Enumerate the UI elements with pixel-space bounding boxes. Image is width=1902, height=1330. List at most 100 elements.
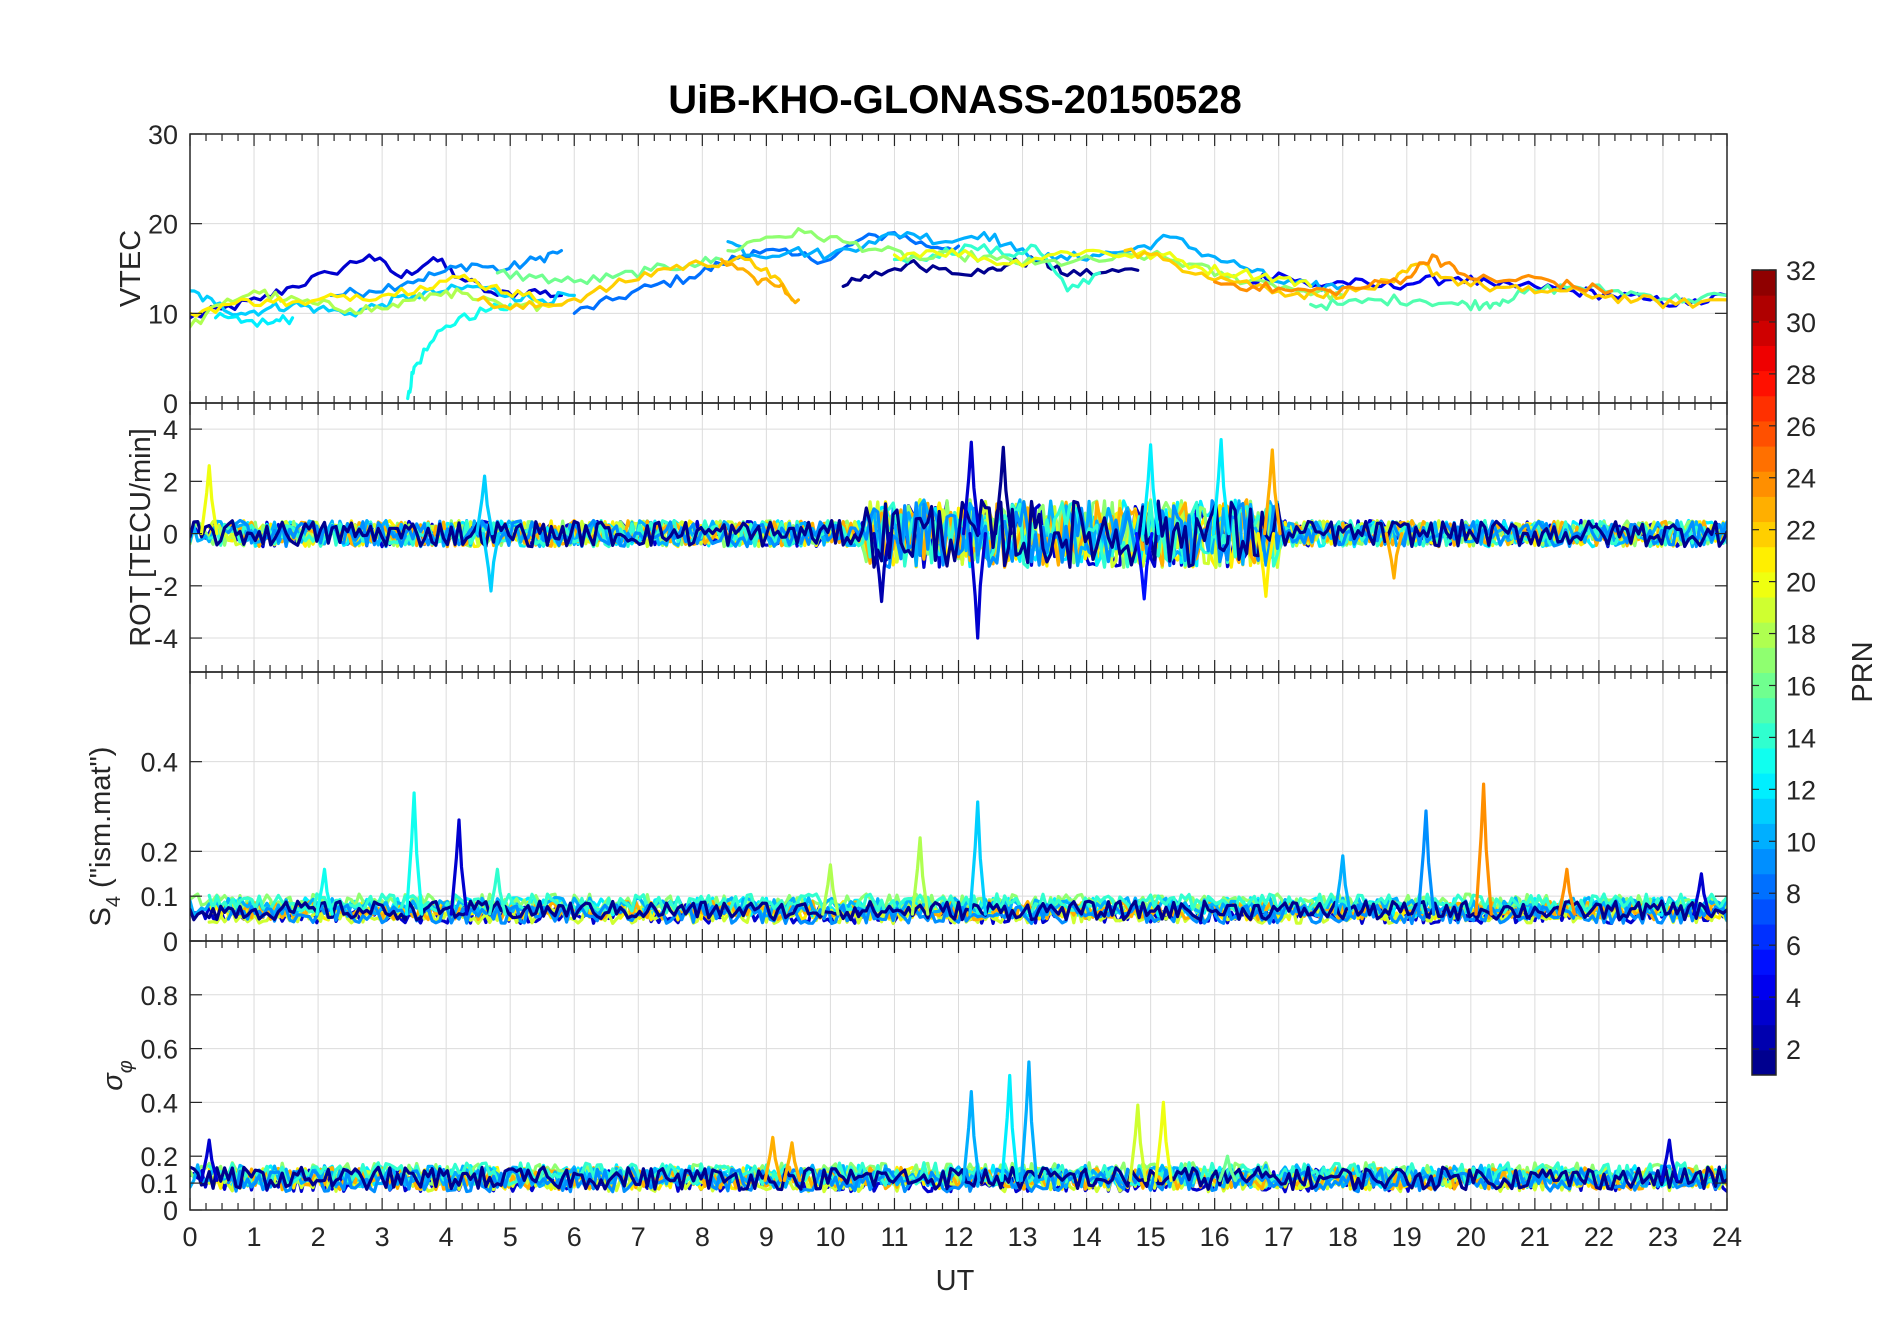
x-tick-label: 17	[1264, 1222, 1294, 1252]
y-axis-label-s: S	[85, 907, 117, 926]
spike-prn-23	[782, 1141, 802, 1182]
colorbar-segment	[1752, 521, 1776, 548]
spike-prn-18	[910, 836, 930, 916]
colorbar-tick-label: 22	[1786, 516, 1816, 546]
y-tick-label: 0.1	[140, 882, 178, 912]
y-axis-label: ROT [TECU/min]	[125, 428, 157, 647]
colorbar-tick-label: 20	[1786, 568, 1816, 598]
spike-prn-3	[968, 532, 987, 640]
x-tick-label: 6	[567, 1222, 582, 1252]
noise-trace-prn-1	[190, 1165, 1727, 1192]
series-line-prn-20	[892, 248, 1313, 288]
series-group	[190, 227, 1727, 401]
series-line-prn-3	[190, 253, 563, 320]
y-axis-label-sub: 4	[103, 896, 125, 907]
y-tick-label: 10	[148, 299, 178, 329]
spike-prn-5	[1134, 532, 1154, 601]
series-line-prn-1	[841, 255, 1140, 288]
y-tick-label: 0.4	[140, 748, 178, 778]
colorbar-segment	[1752, 722, 1776, 749]
y-tick-label: 0	[163, 389, 178, 419]
series-line-prn-12	[214, 311, 295, 328]
colorbar-segment	[1752, 546, 1776, 573]
colorbar-segment	[1752, 320, 1776, 346]
x-axis-label: UT	[936, 1265, 975, 1297]
y-axis-label-rest: ("ism.mat")	[85, 747, 117, 896]
y-axis-label: σφ	[97, 1060, 137, 1091]
spike-prn-24	[1557, 867, 1577, 916]
colorbar-segment	[1752, 622, 1776, 648]
colorbar-tick-label: 2	[1786, 1035, 1801, 1065]
spike-prn-10	[1333, 854, 1352, 916]
spike-prn-20	[1154, 1100, 1173, 1182]
spike-prn-10	[962, 1090, 981, 1182]
colorbar-segment	[1752, 295, 1776, 321]
x-tick-label: 22	[1584, 1222, 1614, 1252]
spike-prn-23	[1263, 448, 1282, 536]
colorbar-label: PRN	[1847, 641, 1879, 702]
x-tick-label: 2	[311, 1222, 326, 1252]
spike-prn-3	[962, 440, 981, 536]
y-tick-label: 0.2	[140, 1142, 178, 1172]
spike-prn-3	[449, 818, 469, 916]
y-tick-label: 0.2	[140, 837, 178, 867]
spike-prn-13	[404, 791, 424, 916]
colorbar-tick-label: 26	[1786, 412, 1816, 442]
x-tick-label: 15	[1136, 1222, 1166, 1252]
spike-prn-13	[315, 867, 334, 916]
x-minor-ticks	[189, 941, 1728, 1210]
spike-prn-21	[1256, 532, 1276, 598]
y-tick-label: 0.4	[140, 1088, 178, 1118]
colorbar-tick-label: 12	[1786, 775, 1816, 805]
spike-prn-11	[475, 474, 494, 536]
colorbar-tick-label: 28	[1786, 360, 1816, 390]
x-minor-ticks	[189, 134, 1728, 403]
colorbar-tick-label: 4	[1786, 983, 1801, 1013]
colorbar-tick-label: 32	[1786, 256, 1816, 286]
colorbar-segment	[1752, 597, 1776, 623]
series-line-prn-22	[476, 254, 794, 311]
x-tick-label: 14	[1072, 1222, 1102, 1252]
colorbar-segment	[1752, 571, 1776, 598]
colorbar-tick-label: 10	[1786, 827, 1816, 857]
colorbar-tick-label: 6	[1786, 931, 1801, 961]
colorbar-segment	[1752, 496, 1776, 523]
spike-prn-11	[968, 800, 987, 916]
colorbar-segment	[1752, 949, 1776, 975]
colorbar-segment	[1752, 420, 1776, 447]
spike-prn-24	[1474, 782, 1493, 916]
colorbar-tick-label: 18	[1786, 620, 1816, 650]
y-tick-label: 0	[163, 927, 178, 957]
x-tick-label: 24	[1712, 1222, 1742, 1252]
spike-prn-1	[994, 445, 1013, 536]
y-tick-label: 2	[163, 467, 178, 497]
colorbar-tick-label: 24	[1786, 464, 1816, 494]
x-tick-label: 10	[815, 1222, 845, 1252]
spike-prn-16	[1218, 1154, 1237, 1182]
colorbar-segment	[1752, 999, 1776, 1026]
x-tick-label: 16	[1200, 1222, 1230, 1252]
colorbar-segment	[1752, 471, 1776, 497]
colorbar-segment	[1752, 1049, 1776, 1076]
colorbar-segment	[1752, 823, 1776, 850]
y-axis-label: VTEC	[115, 230, 147, 307]
y-axis-label-phi: φ	[115, 1060, 137, 1073]
x-minor-ticks	[189, 403, 1728, 672]
x-tick-label: 12	[943, 1222, 973, 1252]
colorbar-segment	[1752, 924, 1776, 950]
y-tick-label: 0	[163, 1196, 178, 1226]
spike-prn-12	[1000, 1073, 1019, 1182]
colorbar-segment	[1752, 446, 1776, 472]
spike-prn-3	[1660, 1138, 1679, 1182]
noise-trace-prn-14	[207, 892, 1727, 915]
colorbar-segment	[1752, 974, 1776, 1001]
series-group	[190, 1060, 1727, 1194]
spike-prn-11	[481, 532, 501, 593]
colorbar-segment	[1752, 873, 1776, 900]
y-tick-label: 0.6	[140, 1035, 178, 1065]
series-line-prn-9	[329, 249, 563, 299]
x-tick-label: 11	[880, 1222, 908, 1252]
